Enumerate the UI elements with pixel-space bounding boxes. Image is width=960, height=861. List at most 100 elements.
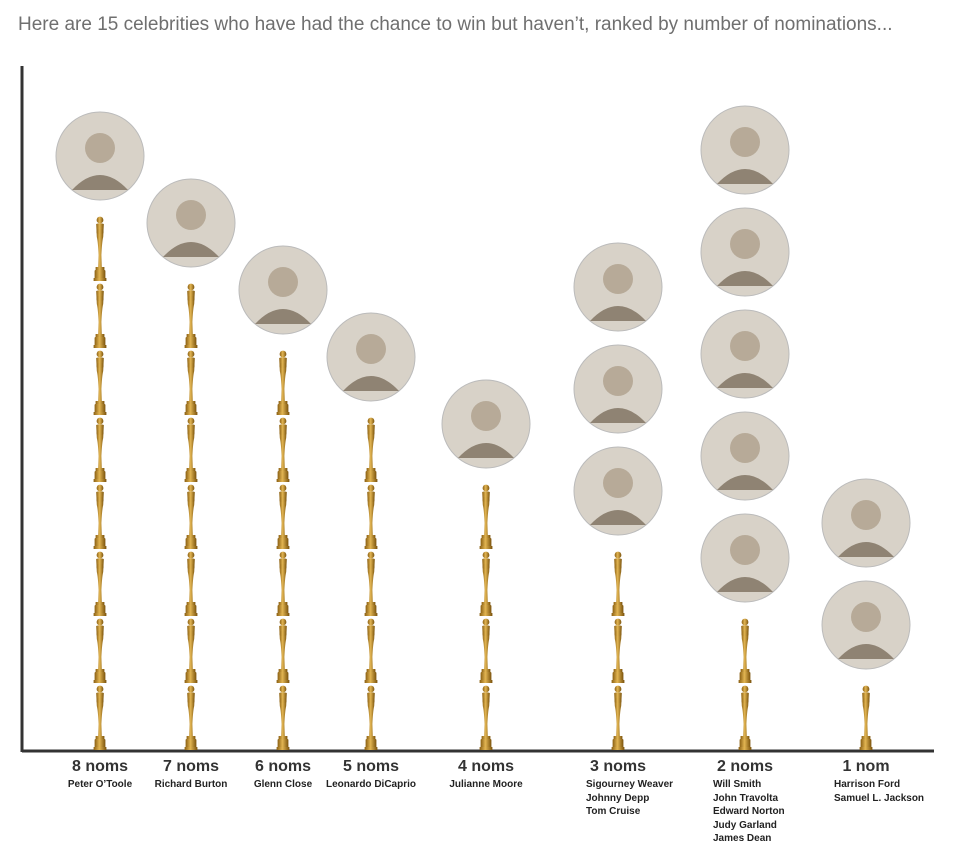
oscar-statuette-icon	[276, 551, 290, 616]
nominee-names: Julianne Moore	[426, 778, 546, 792]
nominee-name: Tom Cruise	[586, 806, 641, 818]
bar-8-noms	[93, 216, 107, 750]
nominee-name: Peter O’Toole	[67, 779, 133, 790]
person-silhouette-icon	[730, 331, 760, 361]
oscar-statuette-icon	[93, 417, 107, 482]
oscar-statuette-icon	[738, 618, 752, 683]
person-silhouette-icon	[85, 133, 115, 163]
oscar-statuette-icon	[184, 685, 198, 750]
nominee-name: Samuel L. Jackson	[834, 792, 925, 804]
person-silhouette-icon	[72, 175, 128, 190]
person-silhouette-icon	[603, 366, 633, 396]
nominee-name: Richard Burton	[154, 779, 228, 790]
oscar-statuette-icon	[364, 551, 378, 616]
chart-axes	[20, 66, 934, 753]
bar-5-noms	[364, 417, 378, 750]
oscar-statuette-icon	[364, 618, 378, 683]
person-silhouette-icon	[343, 376, 399, 391]
oscar-statuette-icon	[93, 216, 107, 281]
nominee-names: Harrison Ford Samuel L. Jackson	[806, 778, 926, 805]
bar-7-noms	[184, 283, 198, 750]
category-label-group: 6 noms Glenn Close	[223, 758, 343, 792]
person-silhouette-icon	[838, 644, 894, 659]
oscar-statuette-icon	[184, 283, 198, 348]
oscar-statuette-icon	[738, 685, 752, 750]
oscar-statuette-icon	[93, 484, 107, 549]
person-silhouette-icon	[458, 443, 514, 458]
celebrity-photos	[55, 105, 911, 670]
nominee-names: Leonardo DiCaprio	[311, 778, 431, 792]
oscar-statuette-icon	[479, 685, 493, 750]
tick-label: 2 noms	[716, 758, 773, 775]
nominee-names: Peter O’Toole	[40, 778, 160, 792]
person-silhouette-icon	[255, 309, 311, 324]
nominee-name: Glenn Close	[253, 779, 313, 790]
category-label-group: 5 noms Leonardo DiCaprio	[311, 758, 431, 792]
person-silhouette-icon	[730, 433, 760, 463]
nominee-names: Will Smith John Travolta Edward Norton Judy…	[685, 778, 805, 846]
nominee-name: Johnny Depp	[586, 792, 650, 804]
person-silhouette-icon	[730, 229, 760, 259]
person-silhouette-icon	[176, 200, 206, 230]
person-silhouette-icon	[730, 127, 760, 157]
person-silhouette-icon	[163, 242, 219, 257]
oscar-statuette-icon	[611, 551, 625, 616]
tick-label: 3 noms	[589, 758, 646, 775]
nominee-name: Julianne Moore	[449, 779, 523, 790]
oscar-statuette-icon	[276, 350, 290, 415]
nominee-name: John Travolta	[713, 792, 779, 804]
category-label-group: 3 noms Sigourney Weaver Johnny Depp Tom Cru…	[558, 758, 678, 819]
nominee-name: Edward Norton	[713, 806, 785, 818]
person-silhouette-icon	[851, 500, 881, 530]
page-headline: Here are 15 celebrities who have had the…	[18, 14, 893, 35]
oscar-statuette-icon	[184, 417, 198, 482]
oscar-statuette-icon	[859, 685, 873, 750]
oscar-statuette-icon	[184, 618, 198, 683]
tick-label: 5 noms	[342, 758, 399, 775]
bar-3-noms	[611, 551, 625, 750]
person-silhouette-icon	[838, 542, 894, 557]
person-silhouette-icon	[730, 535, 760, 565]
person-silhouette-icon	[356, 334, 386, 364]
tick-label: 7 noms	[162, 758, 219, 775]
person-silhouette-icon	[603, 468, 633, 498]
oscar-statuette-icon	[276, 618, 290, 683]
person-silhouette-icon	[717, 475, 773, 490]
oscar-statuette-icon	[364, 685, 378, 750]
oscar-statuette-icon	[479, 484, 493, 549]
oscar-statuette-icon	[276, 484, 290, 549]
oscar-statuette-icon	[479, 618, 493, 683]
oscar-statuette-icon	[184, 484, 198, 549]
oscar-statuette-icon	[364, 417, 378, 482]
oscar-statuette-icon	[184, 350, 198, 415]
tick-label: 4 noms	[457, 758, 514, 775]
tick-label: 6 noms	[254, 758, 311, 775]
oscar-statuette-icon	[93, 283, 107, 348]
bar-6-noms	[276, 350, 290, 750]
category-label-group: 1 nom Harrison Ford Samuel L. Jackson	[806, 758, 926, 805]
category-label-group: 8 noms Peter O’Toole	[40, 758, 160, 792]
oscar-statuette-icon	[93, 551, 107, 616]
oscar-statuette-icon	[611, 618, 625, 683]
person-silhouette-icon	[717, 577, 773, 592]
oscar-statuette-icon	[276, 417, 290, 482]
person-silhouette-icon	[590, 408, 646, 423]
bar-2-noms	[738, 618, 752, 750]
oscar-statuette-icon	[184, 551, 198, 616]
nominee-name: Leonardo DiCaprio	[325, 779, 416, 790]
person-silhouette-icon	[603, 264, 633, 294]
tick-label: 1 nom	[842, 758, 890, 775]
oscar-statuette-icon	[93, 685, 107, 750]
nominee-name: Harrison Ford	[834, 779, 901, 790]
oscar-statuette-icon	[93, 618, 107, 683]
category-label-group: 7 noms Richard Burton	[131, 758, 251, 792]
oscar-statuette-icon	[276, 685, 290, 750]
oscar-statuette-icon	[364, 484, 378, 549]
person-silhouette-icon	[471, 401, 501, 431]
nominee-names: Richard Burton	[131, 778, 251, 792]
oscar-statuette-icon	[93, 350, 107, 415]
nominee-name: Judy Garland	[713, 819, 777, 831]
person-silhouette-icon	[590, 510, 646, 525]
nominee-name: Will Smith	[713, 779, 762, 790]
